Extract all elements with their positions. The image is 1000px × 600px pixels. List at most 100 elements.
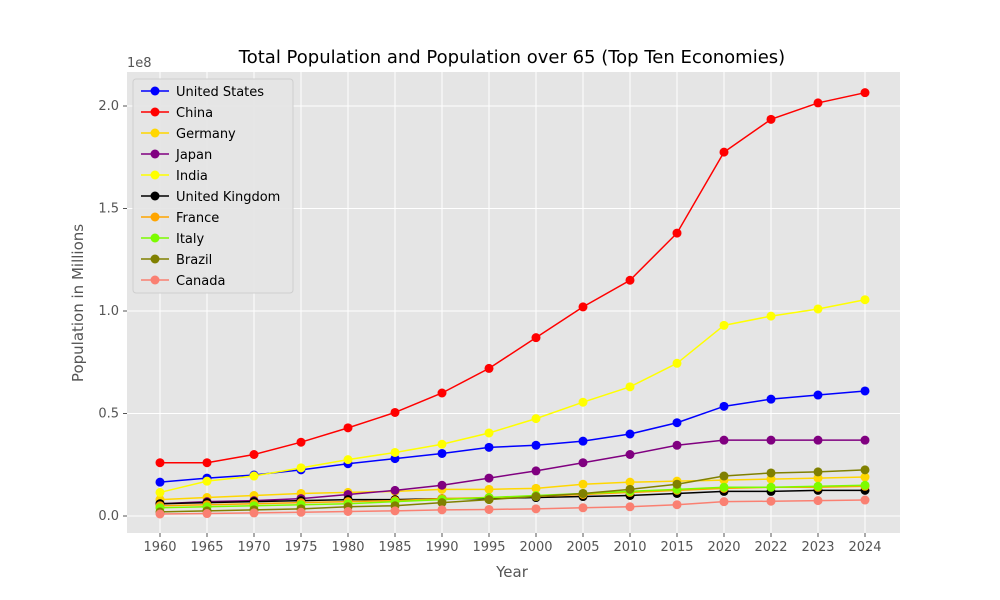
data-point <box>437 439 447 449</box>
data-point <box>860 386 870 396</box>
series-line <box>160 91 866 464</box>
legend-label: France <box>176 211 219 226</box>
series-line <box>159 476 866 501</box>
data-point <box>860 435 870 445</box>
y-tick-labels: 0.0 0.5 1.0 1.5 2.0 <box>98 99 127 524</box>
data-point <box>531 466 541 476</box>
data-point <box>484 428 494 438</box>
legend-label: United Kingdom <box>176 190 280 205</box>
data-point <box>484 442 494 452</box>
legend-entry: Germany <box>141 127 236 142</box>
series-line <box>159 499 866 515</box>
data-point <box>202 509 212 519</box>
data-point <box>672 228 682 238</box>
data-point <box>390 485 400 495</box>
data-point <box>484 495 494 505</box>
data-point <box>813 98 823 108</box>
legend-entry: Brazil <box>141 253 212 268</box>
data-point <box>155 509 165 519</box>
x-tick-label: 2005 <box>566 540 599 555</box>
data-point <box>296 437 306 447</box>
data-point <box>813 390 823 400</box>
legend-marker <box>150 86 160 96</box>
chart-title: Total Population and Population over 65 … <box>238 47 785 68</box>
legend-label: India <box>176 169 208 184</box>
data-point <box>625 382 635 392</box>
y-offset-label: 1e8 <box>127 56 152 71</box>
legend-label: Germany <box>176 127 236 142</box>
data-point <box>531 492 541 502</box>
data-point <box>719 401 729 411</box>
data-point <box>578 488 588 498</box>
data-point <box>531 504 541 514</box>
legend-marker <box>150 275 160 285</box>
y-tick-label: 1.0 <box>98 304 119 319</box>
data-point <box>813 481 823 491</box>
data-point <box>437 498 447 508</box>
data-point <box>719 435 729 445</box>
data-point <box>202 458 212 468</box>
data-point <box>155 487 165 497</box>
data-point <box>672 500 682 510</box>
data-point <box>296 507 306 517</box>
y-tick-label: 0.0 <box>98 509 119 524</box>
data-point <box>625 275 635 285</box>
legend: United States China Germany Japan India Unite… <box>132 78 294 294</box>
data-point <box>672 358 682 368</box>
data-point <box>484 363 494 373</box>
x-tick-labels: 1960 1965 1970 1975 1980 1985 1990 1995 2000 2005… <box>143 533 882 555</box>
legend-label: United States <box>176 85 264 100</box>
series-line <box>159 469 866 513</box>
data-point <box>860 88 870 98</box>
data-point <box>672 440 682 450</box>
y-tick-label: 2.0 <box>98 99 119 114</box>
data-point <box>437 480 447 490</box>
data-point <box>860 472 870 482</box>
data-point <box>578 479 588 489</box>
x-tick-label: 1975 <box>284 540 317 555</box>
x-tick-label: 1995 <box>472 540 505 555</box>
legend-entry: Canada <box>141 274 225 289</box>
data-point <box>719 471 729 481</box>
legend-entry: United Kingdom <box>141 190 280 205</box>
data-point <box>719 482 729 492</box>
data-point <box>343 506 353 516</box>
data-point <box>766 114 776 124</box>
y-tick-label: 1.5 <box>98 202 119 217</box>
series-japan <box>155 435 870 509</box>
data-point <box>719 147 729 157</box>
data-point <box>766 468 776 478</box>
data-point <box>531 414 541 424</box>
data-point <box>766 482 776 492</box>
data-point <box>860 480 870 490</box>
legend-marker <box>150 128 160 138</box>
data-point <box>484 504 494 514</box>
data-point <box>766 394 776 404</box>
data-point <box>296 463 306 473</box>
data-point <box>531 333 541 343</box>
legend-label: China <box>176 106 213 121</box>
data-point <box>249 471 259 481</box>
legend-entry: Italy <box>141 232 205 247</box>
data-point <box>390 407 400 417</box>
legend-label: Brazil <box>176 253 212 268</box>
legend-label: Italy <box>176 232 205 247</box>
x-tick-label: 2024 <box>848 540 881 555</box>
data-point <box>390 454 400 464</box>
legend-box <box>132 78 294 294</box>
data-point <box>578 302 588 312</box>
x-tick-label: 1965 <box>190 540 223 555</box>
legend-label: Japan <box>175 148 212 163</box>
legend-entry: India <box>141 169 208 184</box>
data-point <box>437 505 447 515</box>
data-point <box>766 496 776 506</box>
x-tick-label: 2010 <box>613 540 646 555</box>
x-axis-label: Year <box>495 563 529 581</box>
data-point <box>625 429 635 439</box>
data-point <box>202 476 212 486</box>
data-point <box>390 447 400 457</box>
legend-entry: China <box>141 106 213 121</box>
data-point <box>531 440 541 450</box>
data-point <box>719 320 729 330</box>
data-point <box>578 436 588 446</box>
